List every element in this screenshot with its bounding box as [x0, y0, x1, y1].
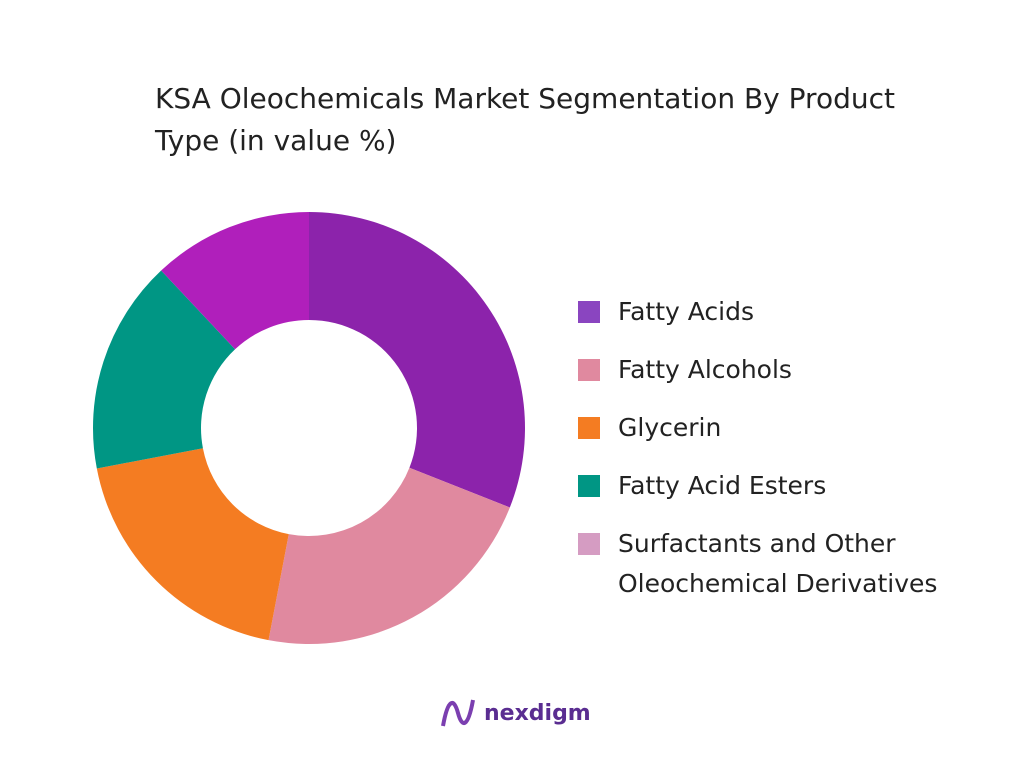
legend-item: Glycerin — [578, 408, 1018, 448]
legend-swatch — [578, 417, 600, 439]
legend-label: Fatty Alcohols — [618, 355, 792, 384]
legend-label: Fatty Acids — [618, 297, 754, 326]
logo-text: nexdigm — [484, 700, 591, 726]
slice — [96, 448, 289, 641]
legend-swatch — [578, 475, 600, 497]
logo-icon — [441, 699, 475, 727]
slice — [268, 467, 510, 644]
slice — [161, 212, 309, 350]
slice — [309, 212, 525, 508]
legend-swatch — [578, 359, 600, 381]
legend-swatch — [578, 301, 600, 323]
legend-swatch — [578, 533, 600, 555]
legend-item: Surfactants and Other Oleochemical Deriv… — [578, 524, 1018, 604]
legend-item: Fatty Acid Esters — [578, 466, 1018, 506]
legend-label: Fatty Acid Esters — [618, 471, 827, 500]
chart-title: KSA Oleochemicals Market Segmentation By… — [155, 82, 895, 157]
legend-label: Surfactants and Other Oleochemical Deriv… — [618, 529, 938, 598]
chart — [93, 212, 525, 644]
legend: Fatty Acids Fatty Alcohols Glycerin Fatty A… — [578, 292, 1018, 622]
legend-item: Fatty Acids — [578, 292, 1018, 332]
logo: nexdigm — [440, 696, 591, 730]
slice — [93, 270, 236, 469]
legend-item: Fatty Alcohols — [578, 350, 1018, 390]
legend-label: Glycerin — [618, 413, 722, 442]
